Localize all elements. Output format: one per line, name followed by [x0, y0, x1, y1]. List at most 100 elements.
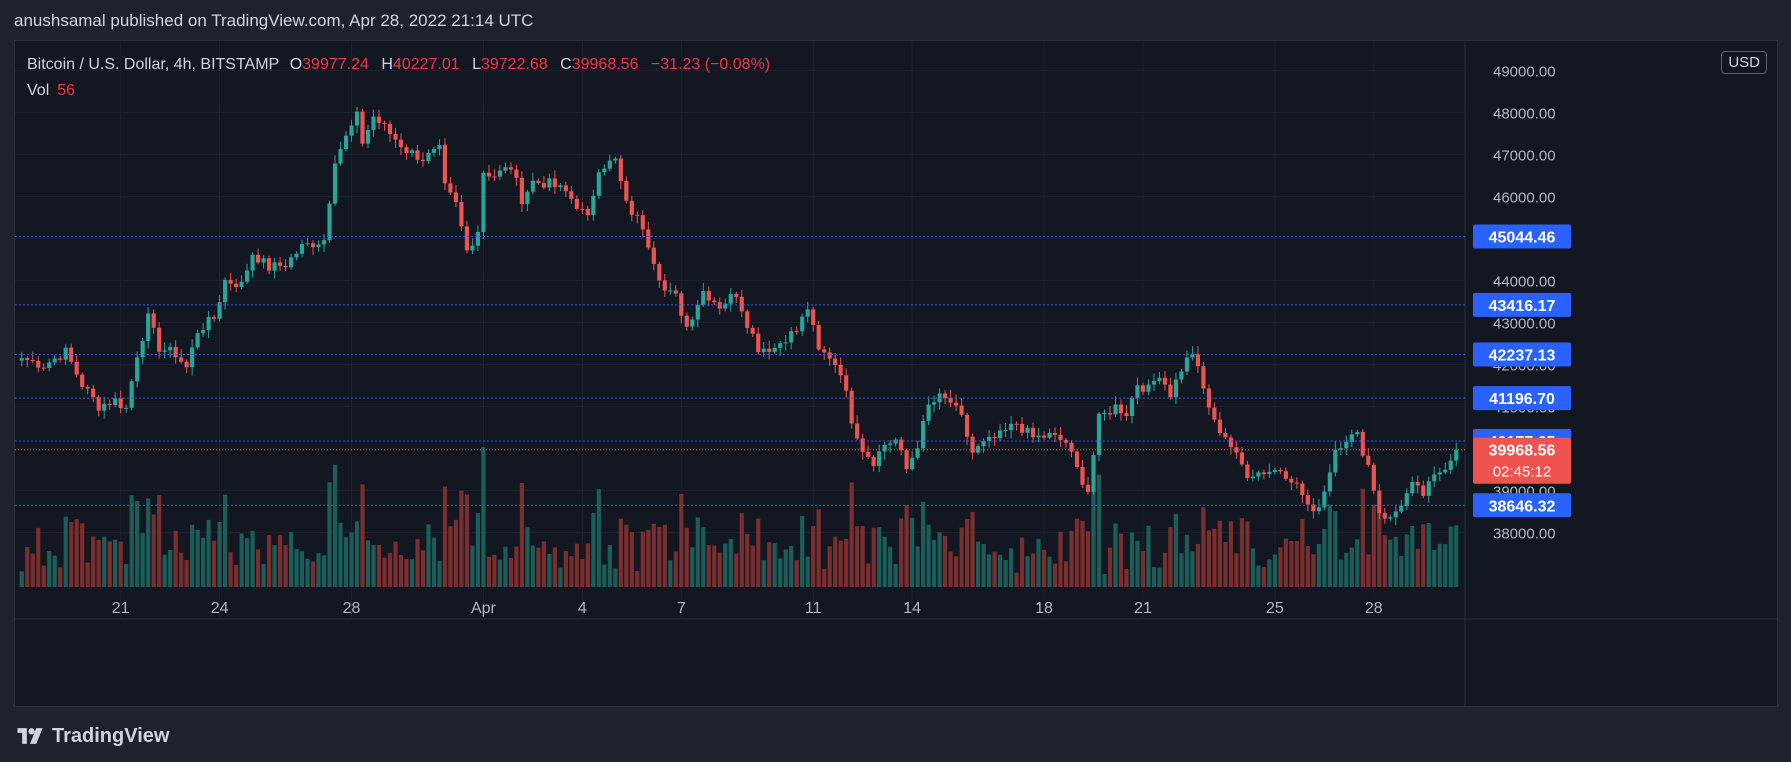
chart-area[interactable]: 38000.0039000.0040000.0041000.0042000.00… [14, 40, 1778, 707]
volume-bar [1338, 559, 1343, 587]
time-tick-label: 18 [1035, 600, 1053, 617]
candle-body [360, 111, 365, 144]
volume-bar [63, 516, 68, 587]
candle-body [1261, 472, 1266, 475]
candle-body [1140, 385, 1146, 392]
candle-body [382, 122, 387, 125]
candle-body [838, 364, 843, 376]
volume-bar [1096, 474, 1102, 587]
volume-bar [1371, 504, 1376, 587]
candle-body [1371, 464, 1376, 491]
candle-body [723, 303, 728, 309]
volume-bar [217, 522, 222, 587]
candle-body [1360, 431, 1365, 456]
candle-body [338, 149, 343, 164]
candle-body [426, 152, 431, 162]
candle-body [129, 381, 134, 408]
volume-bar [569, 556, 574, 587]
volume-bar [316, 553, 321, 587]
candle-body [376, 116, 382, 123]
candle-body [492, 176, 497, 178]
volume-bar [1206, 530, 1212, 587]
volume-bar [327, 482, 332, 587]
volume-bar [1030, 553, 1036, 587]
candle-body [118, 398, 123, 409]
volume-bar [635, 570, 640, 587]
volume-bar [986, 554, 992, 587]
candle-body [1300, 483, 1305, 496]
candle-body [1426, 481, 1431, 496]
volume-bar [1195, 543, 1201, 587]
candle-body [332, 163, 338, 204]
candle-body [794, 331, 799, 333]
volume-bar [734, 553, 739, 587]
candle-body [195, 333, 200, 348]
volume-bar [943, 535, 948, 587]
candle-body [640, 215, 645, 230]
candle-body [1454, 449, 1459, 461]
candle-body [503, 167, 508, 171]
candlestick-chart[interactable]: 38000.0039000.0040000.0041000.0042000.00… [15, 41, 1778, 707]
volume-bar [745, 533, 750, 587]
volume-bar [723, 543, 728, 587]
volume-bar [811, 526, 816, 587]
volume-bar [239, 533, 244, 587]
volume-bar [52, 555, 57, 587]
candle-body [756, 333, 761, 353]
volume-bar [1272, 554, 1277, 587]
candle-body [613, 158, 618, 161]
volume-bar [365, 540, 371, 587]
candle-body [860, 438, 865, 452]
volume-bar [816, 509, 821, 587]
candle-body [371, 116, 376, 130]
volume-bar [431, 537, 437, 587]
volume-bar [1168, 527, 1173, 587]
volume-bar [1393, 536, 1398, 587]
volume-bar [294, 549, 299, 587]
volume-bar [277, 535, 283, 587]
candle-body [1448, 460, 1453, 470]
volume-bar [1223, 542, 1228, 587]
volume-bar [74, 519, 79, 587]
candle-body [981, 441, 986, 447]
candle-body [1338, 448, 1343, 450]
candle-body [1124, 413, 1129, 416]
volume-bar [168, 549, 173, 587]
candle-body [816, 325, 821, 350]
candle-body [448, 183, 453, 193]
time-tick-label: 14 [903, 600, 921, 617]
candle-body [739, 296, 744, 312]
candle-body [343, 135, 349, 150]
candle-body [668, 290, 673, 292]
volume-bar [728, 538, 733, 587]
volume-bar [58, 567, 63, 587]
volume-bar [640, 531, 645, 587]
volume-bar [893, 563, 898, 587]
candle-body [552, 178, 557, 188]
candle-body [734, 294, 739, 297]
last-price-label: 39968.56 [1489, 443, 1556, 460]
candle-body [217, 302, 222, 319]
volume-bar [646, 529, 651, 587]
candle-body [1162, 377, 1168, 385]
currency-button[interactable]: USD [1721, 51, 1767, 74]
volume-bar [206, 519, 211, 587]
candle-body [481, 172, 486, 232]
volume-bar [1333, 511, 1338, 587]
volume-bar [1008, 548, 1014, 587]
volume-bar [91, 536, 96, 587]
volume-bar [574, 543, 579, 587]
candle-body [695, 305, 700, 320]
candle-body [74, 361, 79, 375]
candle-body [1069, 442, 1074, 452]
candle-body [245, 270, 250, 282]
candle-body [943, 393, 948, 399]
candle-body [1179, 371, 1184, 380]
volume-bar [1443, 544, 1448, 587]
volume-bar [591, 512, 596, 587]
symbol-label: Bitcoin / U.S. Dollar, 4h, BITSTAMP [27, 56, 280, 73]
price-tick-label: 49000.00 [1493, 63, 1556, 80]
candle-body [1443, 469, 1448, 473]
volume-bar [415, 539, 420, 587]
candle-body [1393, 511, 1398, 518]
